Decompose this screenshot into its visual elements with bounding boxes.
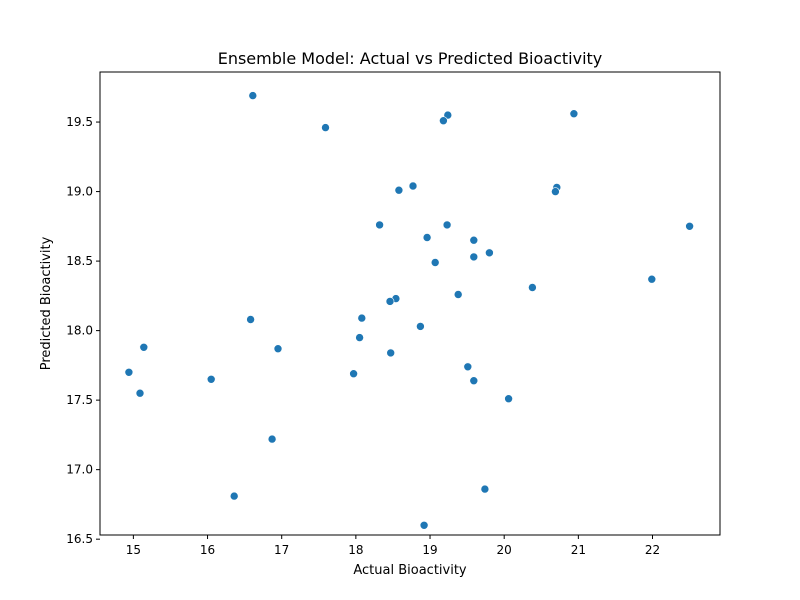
data-point <box>528 283 537 292</box>
data-point <box>551 187 560 196</box>
data-point <box>357 313 367 323</box>
data-point <box>124 367 134 377</box>
data-point <box>647 274 657 284</box>
x-tick-label: 21 <box>571 543 586 557</box>
data-point <box>386 348 396 358</box>
y-axis-ticks: 16.5 17.0 17.5 18.0 18.5 19.0 19.5 <box>66 115 100 546</box>
data-point <box>267 434 277 444</box>
y-tick-label: 19.5 <box>66 115 93 129</box>
y-tick-label: 17.5 <box>66 393 93 407</box>
x-axis-label: Actual Bioactivity <box>353 563 467 578</box>
data-point <box>504 394 513 404</box>
data-point <box>349 369 358 379</box>
data-point <box>463 362 473 372</box>
x-axis-ticks: 15 16 17 18 19 20 21 22 <box>126 535 660 557</box>
data-point <box>422 233 432 242</box>
data-point <box>385 297 395 306</box>
data-point <box>321 123 330 132</box>
data-point <box>408 181 418 191</box>
x-tick-label: 16 <box>200 543 215 557</box>
data-point <box>248 91 258 100</box>
x-tick-label: 19 <box>422 543 437 557</box>
data-point <box>469 252 479 262</box>
data-point <box>569 109 579 118</box>
data-point <box>229 491 239 501</box>
data-point <box>273 344 283 354</box>
x-tick-label: 20 <box>497 543 512 557</box>
data-point <box>453 290 463 299</box>
y-axis-label: Predicted Bioactivity <box>39 236 54 370</box>
data-point <box>206 374 216 384</box>
y-tick-label: 16.5 <box>66 532 93 546</box>
x-tick-label: 17 <box>274 543 289 557</box>
x-tick-label: 18 <box>348 543 363 557</box>
data-point <box>685 222 694 231</box>
plot-area-frame <box>99 71 721 536</box>
y-tick-label: 19.0 <box>66 185 93 199</box>
data-point <box>394 185 404 195</box>
x-tick-label: 15 <box>126 543 141 557</box>
data-point <box>416 322 425 331</box>
data-point <box>480 484 490 494</box>
data-point <box>442 220 452 230</box>
data-point <box>139 342 149 352</box>
chart-title: Ensemble Model: Actual vs Predicted Bioa… <box>218 49 603 68</box>
data-points <box>124 91 694 530</box>
data-point <box>485 248 494 258</box>
data-point <box>375 220 384 230</box>
data-point <box>135 388 145 398</box>
y-tick-label: 17.0 <box>66 463 93 477</box>
data-point <box>469 235 479 245</box>
data-point <box>246 315 255 324</box>
data-point <box>469 376 479 386</box>
data-point <box>443 110 453 120</box>
data-point <box>439 116 448 125</box>
data-point <box>419 520 429 530</box>
data-point <box>355 333 364 342</box>
data-point <box>430 258 440 267</box>
x-tick-label: 22 <box>645 543 660 557</box>
y-tick-label: 18.5 <box>66 254 93 268</box>
y-tick-label: 18.0 <box>66 324 93 338</box>
